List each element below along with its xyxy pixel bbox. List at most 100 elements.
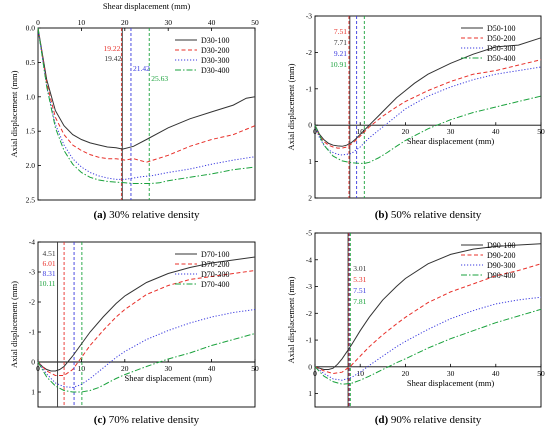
chart-panel: 0 10 20 30 40 50 -3 -2 -1 0 1 2 Shear displacement (…: [286, 12, 545, 222]
marker-label: 5.31: [353, 275, 366, 284]
y-tick-label: 0.0: [26, 24, 36, 33]
legend-entry: D50-400: [487, 54, 515, 63]
marker-label: 3.01: [353, 264, 366, 273]
series-line: [37, 270, 256, 376]
legend-entry: D30-100: [201, 36, 229, 45]
x-tick-label: 40: [492, 127, 500, 136]
panel-caption: (c) 70% relative density: [94, 414, 200, 426]
y-tick-label: 1.0: [26, 92, 36, 101]
panel-caption-letter: (c): [94, 414, 107, 426]
series-line: [37, 256, 256, 372]
marker-label: 6.01: [42, 259, 55, 268]
series-line: [314, 59, 542, 149]
series-line: [37, 27, 256, 180]
series-line: [37, 27, 256, 163]
y-tick-label: 0: [31, 358, 35, 367]
x-tick-label: 30: [447, 369, 455, 378]
plot-frame: [314, 15, 542, 199]
series-line: [37, 27, 256, 184]
marker-label: 7.71: [334, 38, 347, 47]
legend-entry: D70-400: [201, 280, 229, 289]
legend-entry: D30-400: [201, 66, 229, 75]
x-tick-label: 40: [208, 18, 216, 27]
y-tick-label: 1.5: [26, 127, 36, 136]
legend-entry: D50-200: [487, 34, 515, 43]
marker-label: 7.81: [353, 297, 366, 306]
panel-caption-text: 70% relative density: [106, 414, 200, 426]
series-line: [37, 333, 256, 393]
legend-entry: D90-200: [487, 251, 515, 260]
y-tick-label: -2: [306, 309, 312, 318]
x-tick-label: 10: [78, 18, 86, 27]
legend-entry: D30-200: [201, 46, 229, 55]
marker-label: 10.91: [330, 60, 347, 69]
y-tick-label: -4: [29, 238, 35, 247]
y-tick-label: 1: [31, 388, 35, 397]
x-axis-title: Shear displacement (mm): [407, 136, 495, 146]
marker-label: 10.11: [39, 279, 56, 288]
legend-entry: D50-100: [487, 24, 515, 33]
y-tick-label: -2: [29, 298, 35, 307]
x-tick-label: 0: [36, 364, 40, 373]
y-tick-label: -3: [306, 282, 312, 291]
legend-entry: D90-300: [487, 261, 515, 270]
series-line: [314, 308, 542, 385]
y-tick-label: -3: [29, 268, 35, 277]
x-axis-title: Shear displacement (mm): [125, 373, 213, 383]
x-tick-label: 10: [356, 127, 364, 136]
y-tick-label: -1: [29, 328, 35, 337]
x-tick-label: 10: [356, 369, 364, 378]
x-tick-label: 20: [121, 18, 129, 27]
marker-label: 19.22: [104, 44, 121, 53]
panel-caption-letter: (d): [375, 414, 389, 426]
y-tick-label: 0.5: [26, 58, 36, 67]
y-tick-label: -3: [306, 12, 312, 21]
y-axis-title: Axial displacement (mm): [9, 281, 19, 368]
marker-label: 25.63: [151, 74, 168, 83]
marker-label: 4.51: [42, 249, 55, 258]
series-line: [37, 27, 256, 150]
y-tick-label: 0: [308, 121, 312, 130]
y-tick-label: 2: [308, 194, 312, 203]
x-tick-label: 50: [251, 18, 259, 27]
marker-label: 9.21: [334, 49, 347, 58]
y-axis-title: Axial displacement (mm): [286, 63, 296, 150]
x-tick-label: 30: [164, 364, 172, 373]
series-line: [314, 95, 542, 164]
x-tick-label: 50: [537, 369, 545, 378]
panel-caption: (d) 90% relative density: [375, 414, 482, 426]
x-tick-label: 0: [36, 18, 40, 27]
marker-label: 19.42: [104, 54, 121, 63]
series-line: [37, 309, 256, 389]
y-tick-label: -1: [306, 84, 312, 93]
panel-caption-text: 90% relative density: [388, 414, 482, 426]
plot-frame: [314, 232, 542, 408]
x-tick-label: 20: [402, 369, 410, 378]
marker-label: 7.51: [353, 286, 366, 295]
marker-label: 7.51: [334, 27, 347, 36]
y-tick-label: 1: [308, 157, 312, 166]
panel-caption: (a) 30% relative density: [94, 209, 200, 221]
x-tick-label: 20: [402, 127, 410, 136]
panel-caption-text: 30% relative density: [106, 209, 200, 221]
chart-panel: 0 10 20 30 40 50 0.0 0.5 1.0 1.5 2.0 2.5 Shear displ…: [9, 1, 259, 221]
x-tick-label: 40: [492, 369, 500, 378]
series-line: [314, 37, 542, 147]
legend-entry: D50-300: [487, 44, 515, 53]
chart-panel: 0 10 20 30 40 50 -5 -4 -3 -2 -1 0 1 Shear displacemen…: [286, 229, 545, 427]
y-tick-label: 2.5: [26, 196, 36, 205]
y-tick-label: -2: [306, 48, 312, 57]
legend-entry: D90-400: [487, 271, 515, 280]
x-tick-label: 50: [537, 127, 545, 136]
x-tick-label: 30: [164, 18, 172, 27]
y-tick-label: 1: [308, 389, 312, 398]
legend-entry: D30-300: [201, 56, 229, 65]
legend-entry: D70-100: [201, 250, 229, 259]
y-axis-title: Axial displacement (mm): [286, 276, 296, 363]
panel-caption: (b) 50% relative density: [375, 209, 482, 221]
legend-entry: D70-200: [201, 260, 229, 269]
x-axis-title: Shear displacement (mm): [407, 378, 495, 388]
